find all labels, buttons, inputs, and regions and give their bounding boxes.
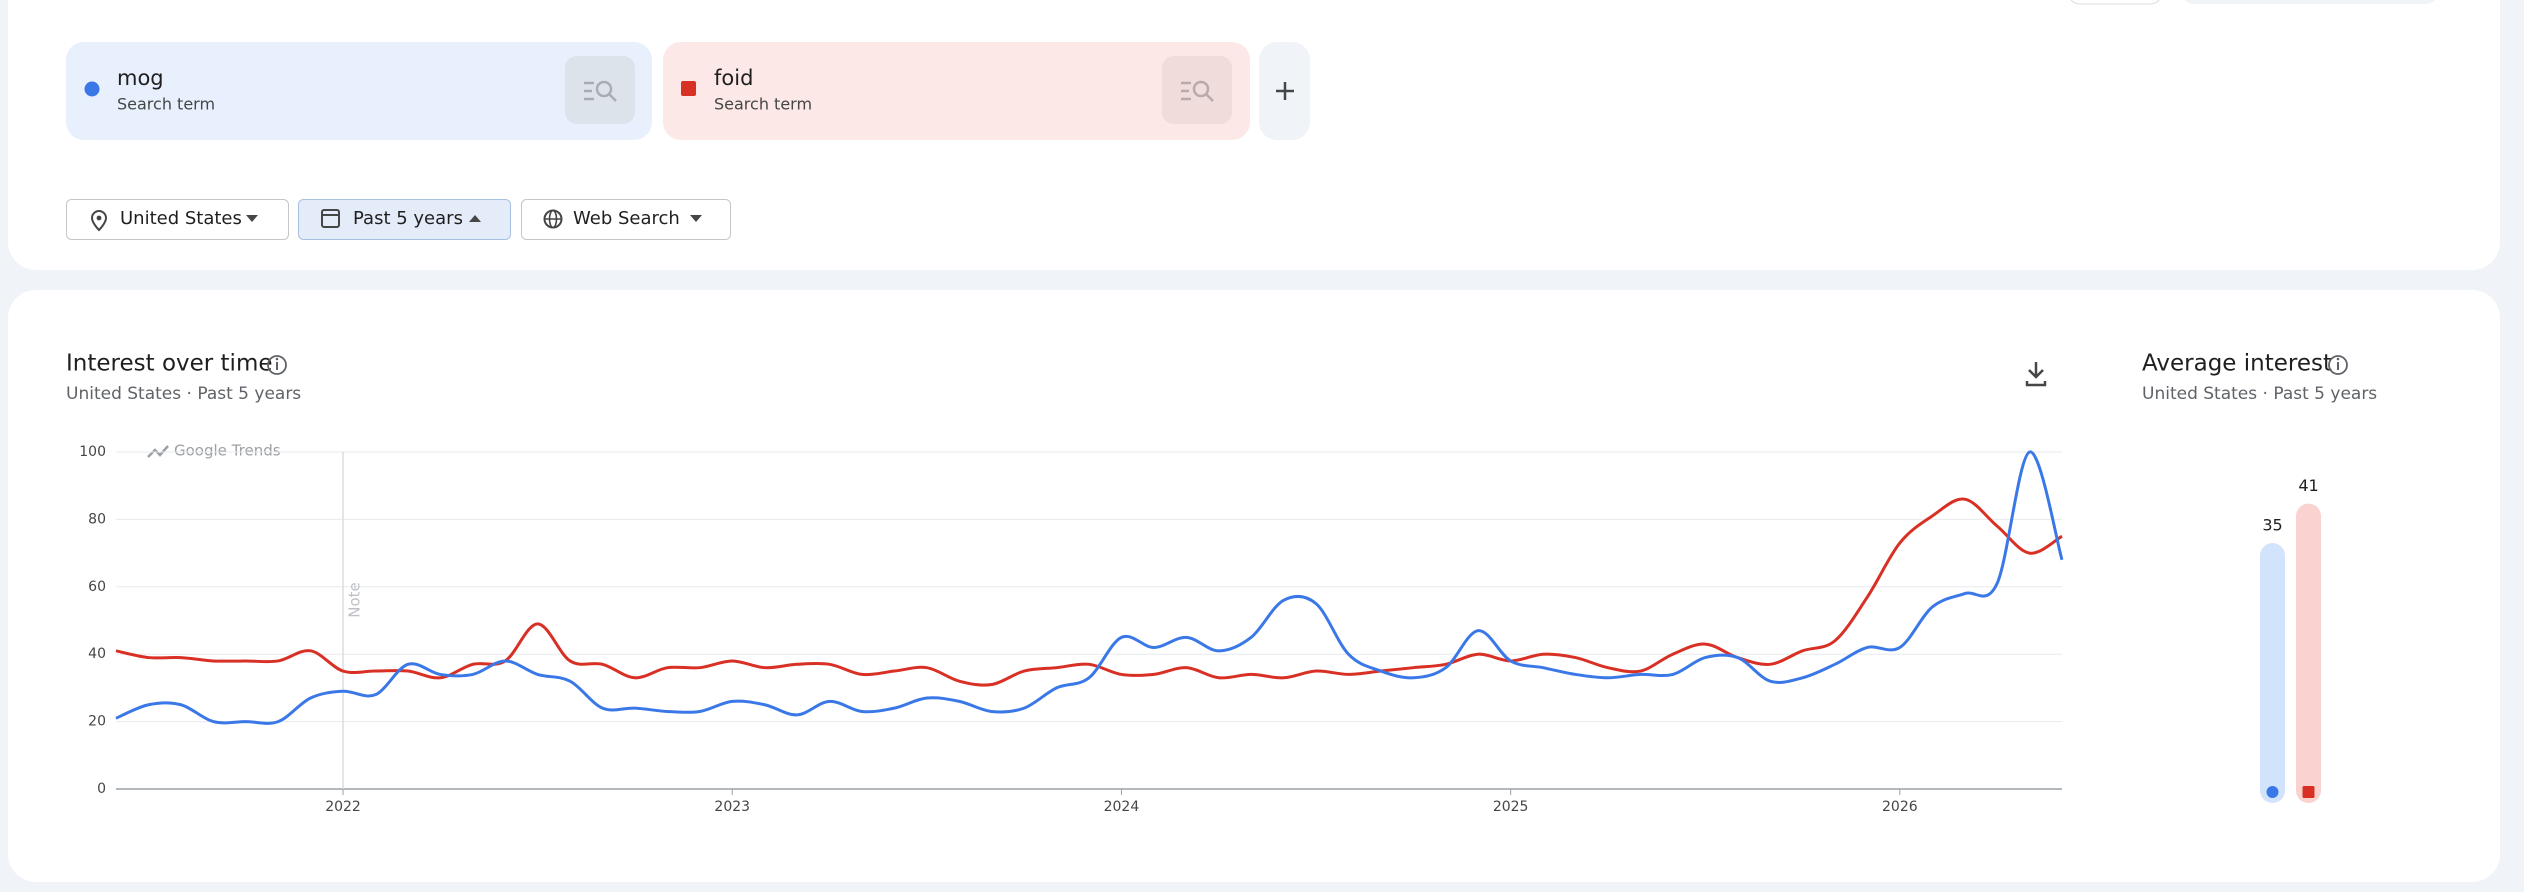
explore-icon [1181,80,1214,102]
avg-bar [2260,543,2285,803]
term-label: Search term [117,95,215,114]
filter-label: United States [120,208,242,229]
watermark: Google Trends [174,442,281,460]
term-card-bg [66,42,652,140]
download-button[interactable] [2025,362,2047,387]
avg-title: Average interest [2142,351,2332,377]
y-tick-label: 40 [88,646,106,662]
explore-button[interactable] [565,56,635,124]
explore-icon [584,80,617,102]
x-tick-label: 2025 [1493,799,1529,815]
term-label: Search term [714,95,812,114]
y-tick-label: 80 [88,511,106,527]
avg-subtitle: United States · Past 5 years [2142,384,2377,404]
term-name: mog [117,66,164,90]
term-dot [84,81,100,97]
explore-button[interactable] [1162,56,1232,124]
location-filter[interactable]: United States [66,199,289,240]
y-tick-label: 20 [88,714,106,730]
chart-card [8,290,2500,882]
term-card[interactable]: foid Search term [663,42,1250,140]
y-tick-label: 0 [97,781,106,797]
term-name: foid [714,66,753,90]
filter-label: Web Search [573,208,680,229]
chart-subtitle: United States · Past 5 years [66,384,301,404]
property-filter[interactable]: Web Search [521,199,731,240]
x-tick-label: 2024 [1104,799,1140,815]
y-tick-label: 100 [79,444,106,460]
avg-marker [2302,786,2315,798]
avg-value: 41 [2298,476,2318,495]
time-filter[interactable]: Past 5 years [298,199,511,240]
filter-label: Past 5 years [353,208,463,229]
avg-bar [2296,503,2321,803]
x-tick-label: 2023 [714,799,750,815]
add-term-button[interactable] [1259,42,1310,140]
top-button[interactable] [2068,0,2162,5]
term-square [681,81,696,96]
avg-marker [2266,786,2279,798]
term-card[interactable]: mog Search term [66,42,652,140]
y-tick-label: 60 [88,579,106,595]
note-label: Note [346,582,364,618]
chart-title: Interest over time [66,351,273,377]
info-icon[interactable] [2328,355,2348,375]
x-tick-label: 2022 [325,799,361,815]
x-tick-label: 2026 [1882,799,1918,815]
top-button[interactable] [2182,0,2438,4]
info-icon[interactable] [267,355,287,375]
trend-line [115,450,2064,725]
term-card-bg [663,42,1250,140]
avg-value: 35 [2262,516,2282,535]
